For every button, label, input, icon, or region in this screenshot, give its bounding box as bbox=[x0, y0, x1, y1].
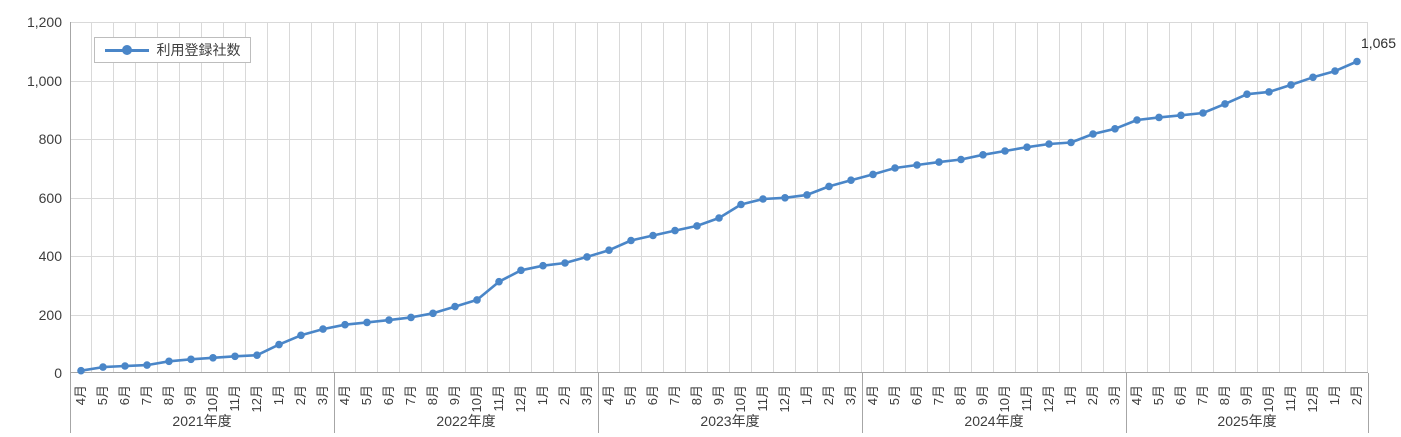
year-group-label: 2024年度 bbox=[964, 413, 1024, 429]
data-point-marker bbox=[847, 176, 855, 184]
year-group-label: 2025年度 bbox=[1217, 413, 1277, 429]
year-group-label: 2023年度 bbox=[700, 413, 760, 429]
year-separator bbox=[1368, 373, 1369, 433]
data-point-marker bbox=[649, 231, 657, 240]
data-point-marker bbox=[407, 313, 415, 322]
data-point-marker bbox=[1221, 100, 1229, 108]
data-point-marker bbox=[539, 261, 547, 270]
data-point-marker bbox=[363, 318, 371, 327]
legend: 利用登録社数 bbox=[94, 37, 251, 63]
y-tick-label: 800 bbox=[38, 131, 62, 147]
data-point-marker bbox=[1199, 109, 1207, 117]
y-tick-label: 600 bbox=[38, 189, 62, 206]
data-point-marker bbox=[1023, 143, 1031, 151]
data-point-marker bbox=[627, 236, 635, 245]
data-point-marker bbox=[1265, 88, 1273, 96]
data-point-marker bbox=[891, 164, 899, 172]
data-point-marker bbox=[759, 195, 767, 203]
data-point-marker bbox=[671, 226, 679, 235]
data-point-marker bbox=[1177, 111, 1185, 120]
year-group-label: 2022年度 bbox=[436, 413, 496, 429]
data-point-marker bbox=[99, 363, 107, 371]
data-point-marker bbox=[319, 325, 327, 333]
data-point-marker bbox=[803, 191, 811, 199]
data-point-marker bbox=[935, 158, 943, 166]
data-point-marker bbox=[1353, 57, 1361, 66]
y-tick-label: 200 bbox=[38, 306, 62, 323]
data-point-marker bbox=[1331, 67, 1339, 75]
y-tick-label: 1,000 bbox=[26, 72, 62, 89]
data-point-marker bbox=[605, 246, 613, 254]
data-point-marker bbox=[1089, 130, 1097, 138]
data-point-marker bbox=[209, 354, 217, 362]
year-separator bbox=[862, 373, 863, 433]
data-point-marker bbox=[781, 194, 789, 202]
data-point-marker bbox=[143, 361, 151, 369]
data-point-marker bbox=[165, 357, 173, 366]
y-tick-label: 1,200 bbox=[26, 14, 62, 30]
data-point-marker bbox=[121, 362, 129, 370]
legend-label: 利用登録社数 bbox=[156, 42, 241, 58]
data-point-marker bbox=[451, 302, 459, 311]
data-point-marker bbox=[979, 151, 987, 159]
data-point-marker bbox=[253, 351, 261, 360]
data-point-marker bbox=[737, 200, 745, 209]
y-tick-label: 400 bbox=[38, 248, 62, 264]
data-point-marker bbox=[275, 340, 283, 349]
data-point-marker bbox=[1067, 138, 1075, 147]
data-point-marker bbox=[1001, 147, 1009, 155]
data-point-marker bbox=[77, 366, 85, 375]
year-separator bbox=[598, 373, 599, 433]
data-point-marker bbox=[297, 331, 305, 340]
year-group-label: 2021年度 bbox=[172, 413, 232, 429]
data-point-marker bbox=[341, 320, 349, 329]
data-point-marker bbox=[715, 214, 723, 222]
legend-line-marker-icon bbox=[104, 45, 149, 55]
data-point-marker bbox=[495, 277, 503, 286]
line-series-canvas bbox=[70, 22, 1368, 375]
data-point-marker bbox=[913, 161, 921, 169]
data-point-marker bbox=[473, 296, 481, 304]
final-value-label: 1,065 bbox=[1360, 35, 1396, 51]
year-separator bbox=[1126, 373, 1127, 433]
data-point-marker bbox=[231, 352, 239, 361]
data-point-marker bbox=[583, 253, 591, 261]
year-separator bbox=[70, 373, 71, 433]
data-point-marker bbox=[1111, 125, 1119, 133]
data-point-marker bbox=[1243, 90, 1251, 98]
data-point-marker bbox=[693, 222, 701, 230]
data-point-marker bbox=[825, 182, 833, 191]
year-separator bbox=[334, 373, 335, 433]
plot-area bbox=[70, 22, 1368, 375]
data-point-marker bbox=[1045, 140, 1053, 148]
data-point-marker bbox=[869, 170, 877, 179]
data-point-marker bbox=[1287, 81, 1295, 89]
y-tick-label: 0 bbox=[54, 365, 62, 381]
data-point-marker bbox=[1133, 116, 1141, 124]
data-point-marker bbox=[1155, 113, 1163, 122]
data-point-marker bbox=[1309, 73, 1317, 82]
data-point-marker bbox=[957, 155, 965, 164]
data-point-marker bbox=[187, 355, 195, 364]
data-point-marker bbox=[429, 309, 437, 318]
data-point-marker bbox=[517, 266, 525, 275]
data-point-marker bbox=[561, 259, 569, 267]
data-point-marker bbox=[385, 316, 393, 324]
